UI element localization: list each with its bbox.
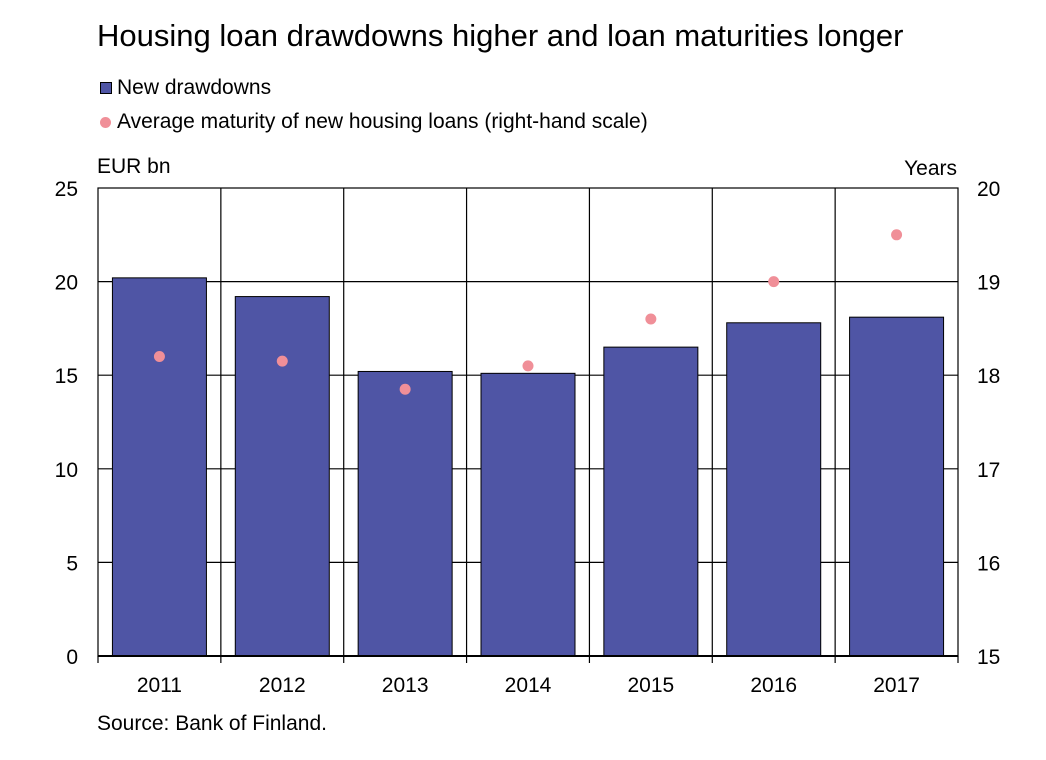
dot-2016 <box>768 276 780 288</box>
x-tick-label: 2016 <box>750 674 797 697</box>
dot-2014 <box>522 360 534 372</box>
dot-2015 <box>645 313 657 325</box>
x-tick-label: 2015 <box>627 674 674 697</box>
legend-label-drawdowns: New drawdowns <box>117 76 272 99</box>
left-tick-label: 20 <box>55 272 78 295</box>
legend-swatch-dot <box>100 116 111 128</box>
x-tick-labels: 2011 2012 2013 2014 2015 2016 2017 <box>137 674 920 697</box>
dot-2013 <box>399 383 411 395</box>
bar-2016 <box>726 322 822 657</box>
dot-2011 <box>153 350 165 362</box>
source-note: Source: Bank of Finland. <box>97 712 327 735</box>
x-tick-label: 2017 <box>873 674 920 697</box>
plot-frame <box>97 187 959 663</box>
bar-2013 <box>357 370 453 657</box>
x-tick-label: 2011 <box>137 674 182 697</box>
x-tick-label: 2012 <box>259 674 306 697</box>
x-tick-label: 2014 <box>505 674 552 697</box>
right-tick-label: 17 <box>977 459 1000 482</box>
bar-2011 <box>111 277 207 657</box>
left-tick-labels: 0 5 10 15 20 25 <box>55 178 78 669</box>
right-tick-label: 15 <box>977 646 1000 669</box>
right-tick-label: 16 <box>977 552 1000 575</box>
left-tick-label: 15 <box>55 365 78 388</box>
right-tick-label: 18 <box>977 365 1000 388</box>
legend-swatch-bar <box>100 82 112 94</box>
left-tick-label: 0 <box>66 646 78 669</box>
bar-2015 <box>603 346 699 657</box>
right-tick-labels: 15 16 17 18 19 20 <box>977 178 1000 669</box>
legend-item-drawdowns: New drawdowns <box>100 76 271 100</box>
bar-2014 <box>480 372 576 657</box>
right-axis-label: Years <box>904 157 957 180</box>
right-tick-label: 19 <box>977 272 1000 295</box>
bars-series <box>111 277 945 657</box>
legend-label-maturity: Average maturity of new housing loans (r… <box>117 110 648 133</box>
legend-item-maturity: Average maturity of new housing loans (r… <box>100 110 648 134</box>
dots-series <box>153 229 903 395</box>
left-tick-label: 25 <box>55 178 78 201</box>
left-tick-label: 5 <box>66 552 78 575</box>
left-tick-label: 10 <box>55 459 78 482</box>
x-tick-label: 2013 <box>382 674 429 697</box>
bar-2012 <box>234 296 330 657</box>
chart-title: Housing loan drawdowns higher and loan m… <box>97 18 904 53</box>
right-tick-label: 20 <box>977 178 1000 201</box>
left-axis-label: EUR bn <box>97 155 171 178</box>
bar-2017 <box>849 316 945 657</box>
dot-2017 <box>891 229 903 241</box>
dot-2012 <box>276 355 288 367</box>
